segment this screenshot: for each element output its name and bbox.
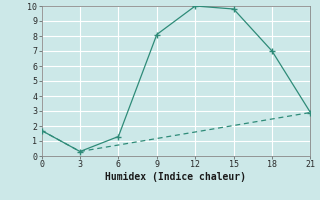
X-axis label: Humidex (Indice chaleur): Humidex (Indice chaleur) [106,172,246,182]
